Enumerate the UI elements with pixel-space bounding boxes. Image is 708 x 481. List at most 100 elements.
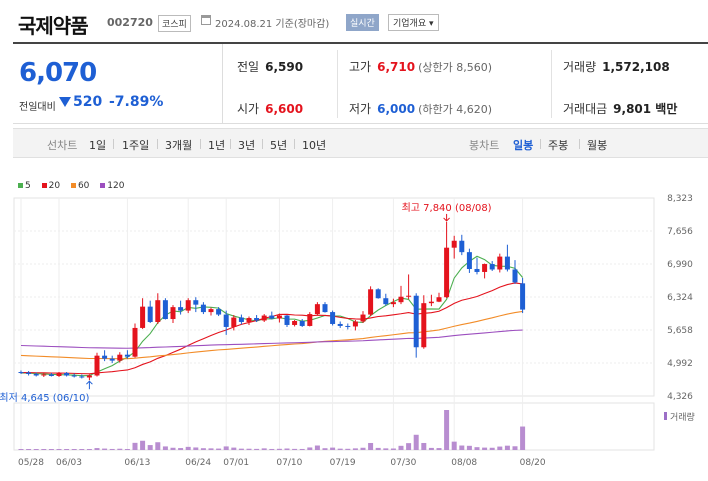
candle-body <box>86 375 92 378</box>
line-chart-label: 선차트 <box>47 139 78 152</box>
candle-body <box>466 252 472 269</box>
upper-limit: (상한가 8,560) <box>418 61 492 74</box>
volume-bar <box>284 448 290 450</box>
volume-bar <box>208 448 214 450</box>
open-label: 시가 <box>237 102 260 116</box>
amount-cell: 거래대금 9,801 백만 <box>563 100 677 117</box>
volume-bar <box>330 447 336 450</box>
volume-bar <box>254 448 260 450</box>
volume-bar <box>71 449 77 450</box>
period-1y[interactable]: 1년 <box>208 139 226 152</box>
candle-body <box>444 247 450 298</box>
candle-body <box>147 306 153 322</box>
period-3m[interactable]: 3개월 <box>165 139 193 152</box>
candle-body <box>254 318 260 321</box>
change-label: 전일대비 <box>19 102 56 113</box>
volume-bar <box>48 449 54 450</box>
volume-bar <box>132 442 138 450</box>
y-tick-label: 8,323 <box>667 194 693 204</box>
divider <box>337 50 338 118</box>
volume-bar <box>474 447 480 450</box>
volume-bar <box>451 441 457 450</box>
candle-body <box>117 354 123 361</box>
high-arrow-head <box>443 217 450 222</box>
volume-bar <box>520 426 526 450</box>
candle-body <box>299 321 305 326</box>
candle-body <box>48 374 54 376</box>
x-tick-label: 06/24 <box>185 458 211 468</box>
candle-body <box>231 317 237 327</box>
candle-weekly[interactable]: 주봉 <box>548 139 569 152</box>
candle-body <box>421 303 427 348</box>
candle-body <box>345 325 351 327</box>
separator <box>579 139 580 149</box>
realtime-button[interactable]: 실시간 <box>346 14 379 31</box>
volume-bar <box>383 448 389 450</box>
low-cell: 저가 6,000 (하한가 4,620) <box>349 100 492 117</box>
volume-bar <box>41 449 47 450</box>
candle-body <box>489 264 495 270</box>
volume-bar <box>444 410 450 450</box>
candle-body <box>504 256 510 270</box>
volume-bar <box>79 449 85 450</box>
divider <box>551 50 552 118</box>
low-annotation: 최저 4,645 (06/10) <box>0 392 89 404</box>
volume-bar <box>200 448 206 450</box>
amount-label: 거래대금 <box>563 102 608 116</box>
candle-body <box>178 307 184 311</box>
volume-bar <box>231 447 237 450</box>
legend-ma5: 5 <box>18 181 31 191</box>
volume-bar <box>94 448 100 450</box>
volume-bar <box>185 446 191 450</box>
candle-body <box>428 301 434 304</box>
volume-bar <box>109 448 115 450</box>
volume-bar <box>162 446 168 450</box>
candle-body <box>102 355 108 359</box>
period-selector-bar: 선차트 1일 1주일 3개월 1년 3년 5년 10년 봉차트 일봉 주봉 월봉 <box>13 128 708 158</box>
period-3y[interactable]: 3년 <box>238 139 256 152</box>
period-1w[interactable]: 1주일 <box>122 139 150 152</box>
candle-body <box>223 314 229 327</box>
volume-bar <box>421 442 427 450</box>
candle-body <box>56 373 62 376</box>
volume-bar <box>497 446 503 450</box>
candle-monthly[interactable]: 월봉 <box>587 139 608 152</box>
candle-body <box>238 317 244 322</box>
candle-body <box>451 240 457 248</box>
volume-bar <box>459 445 465 450</box>
candle-body <box>109 358 115 361</box>
down-triangle-icon <box>59 97 71 107</box>
volume-value: 1,572,108 <box>602 60 670 74</box>
candle-daily[interactable]: 일봉 <box>513 139 534 152</box>
volume-bar <box>56 449 62 450</box>
x-tick-label: 05/28 <box>18 458 44 468</box>
volume-bar <box>246 448 252 450</box>
period-10y[interactable]: 10년 <box>302 139 327 152</box>
candle-body <box>368 289 374 315</box>
candle-body <box>276 315 282 319</box>
x-tick-label: 07/30 <box>390 458 416 468</box>
candle-body <box>170 307 176 320</box>
x-tick-label: 08/20 <box>520 458 546 468</box>
period-1d[interactable]: 1일 <box>89 139 107 152</box>
legend-ma60: 60 <box>70 181 89 191</box>
candle-body <box>71 375 77 377</box>
separator <box>230 139 231 149</box>
volume-bar <box>26 449 32 450</box>
legend-swatch <box>18 183 23 188</box>
candle-body <box>208 309 214 313</box>
separator <box>262 139 263 149</box>
volume-bar <box>276 448 282 450</box>
company-overview-button[interactable]: 기업개요 ▾ <box>388 14 439 31</box>
volume-bar <box>360 447 366 450</box>
period-5y[interactable]: 5년 <box>270 139 288 152</box>
candle-body <box>330 312 336 324</box>
volume-bar <box>299 448 305 450</box>
grid <box>13 197 655 451</box>
volume-bar <box>238 448 244 450</box>
prev-close-cell: 전일 6,590 <box>237 58 303 75</box>
volume-legend-swatch <box>664 412 667 420</box>
candle-body <box>64 373 70 376</box>
volume-bar <box>86 449 92 450</box>
